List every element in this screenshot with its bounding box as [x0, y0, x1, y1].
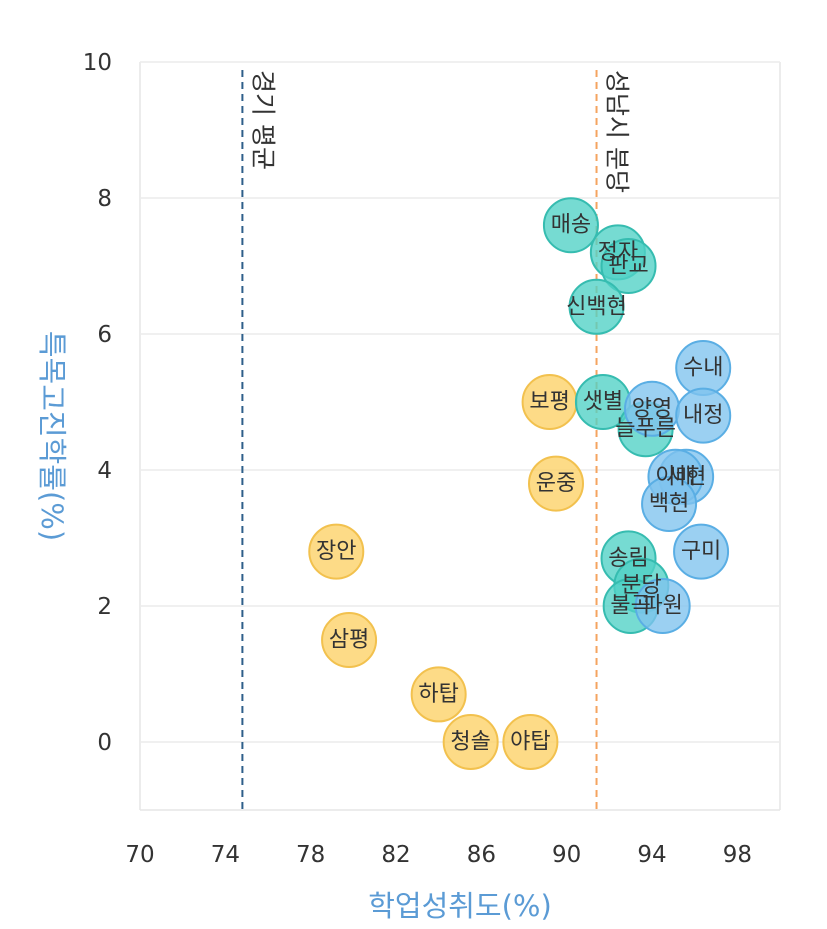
- bubble-point: [673, 523, 730, 580]
- bubble-label: 늘푸른: [615, 417, 676, 442]
- x-tick-label: 74: [211, 842, 240, 868]
- bubble-label: 구미: [681, 539, 721, 564]
- reference-line-label: 경기 평균: [248, 70, 277, 170]
- x-tick-label: 70: [125, 842, 154, 868]
- bubble-label: 백현: [649, 492, 689, 517]
- bubble-point: [634, 578, 691, 634]
- bubble-label: 수내: [683, 356, 723, 381]
- bubble-label: 내정: [683, 403, 723, 428]
- bubble-label: 양영: [632, 396, 672, 421]
- reference-lines: 경기 평균 성남시 분당: [241, 70, 632, 810]
- y-tick-label: 4: [97, 458, 112, 484]
- bubble-label: 서현: [666, 464, 706, 489]
- bubble-point: [321, 612, 378, 668]
- bubble-label: 이매: [655, 464, 695, 489]
- bubble-label: 운중: [536, 471, 576, 496]
- bubble-point: [442, 714, 499, 770]
- x-tick-label: 86: [467, 842, 496, 868]
- bubble-label: 보평: [529, 390, 569, 415]
- bubble-label: 파원: [642, 594, 682, 619]
- y-tick-label: 10: [83, 50, 112, 76]
- bubble-label: 송림: [608, 546, 648, 571]
- y-axis-title: 특목고진학률(%): [35, 331, 69, 541]
- x-tick-label: 90: [552, 842, 581, 868]
- bubble-label: 분당: [621, 573, 661, 598]
- x-tick-label: 98: [723, 842, 752, 868]
- bubble-label: 청솔: [450, 730, 490, 755]
- y-tick-label: 8: [97, 186, 112, 212]
- x-tick-label: 78: [296, 842, 325, 868]
- bubble-point: [568, 278, 625, 335]
- bubble-point: [641, 476, 698, 532]
- bubble-point: [308, 523, 365, 580]
- x-axis-title: 학업성취도(%): [368, 889, 552, 923]
- y-tick-label: 2: [97, 594, 112, 620]
- bubble-label: 판교: [608, 254, 648, 279]
- reference-line-label: 성남시 분당: [603, 70, 632, 193]
- bubble-label: 야탑: [510, 730, 550, 755]
- bubble-label: 불곡: [610, 594, 650, 619]
- bubble-point: [542, 197, 599, 254]
- bubble-label: 하탑: [418, 682, 458, 707]
- bubble-label: 신백현: [566, 294, 627, 319]
- x-tick-label: 82: [381, 842, 410, 868]
- bubble-point: [410, 666, 467, 723]
- bubble-label: 삼평: [329, 628, 369, 653]
- bubble-point: [502, 714, 559, 770]
- bubble-point: [600, 238, 657, 294]
- bubble-point: [528, 455, 584, 512]
- x-tick-label: 94: [637, 842, 666, 868]
- bubble-label: 매송: [551, 213, 591, 238]
- bubble-point: [675, 387, 732, 444]
- y-tick-label: 0: [97, 730, 112, 756]
- y-tick-label: 6: [97, 322, 112, 348]
- bubble-label: 샛별: [583, 390, 623, 415]
- bubble-label: 정자: [598, 240, 638, 265]
- bubble-label: 장안: [316, 539, 356, 564]
